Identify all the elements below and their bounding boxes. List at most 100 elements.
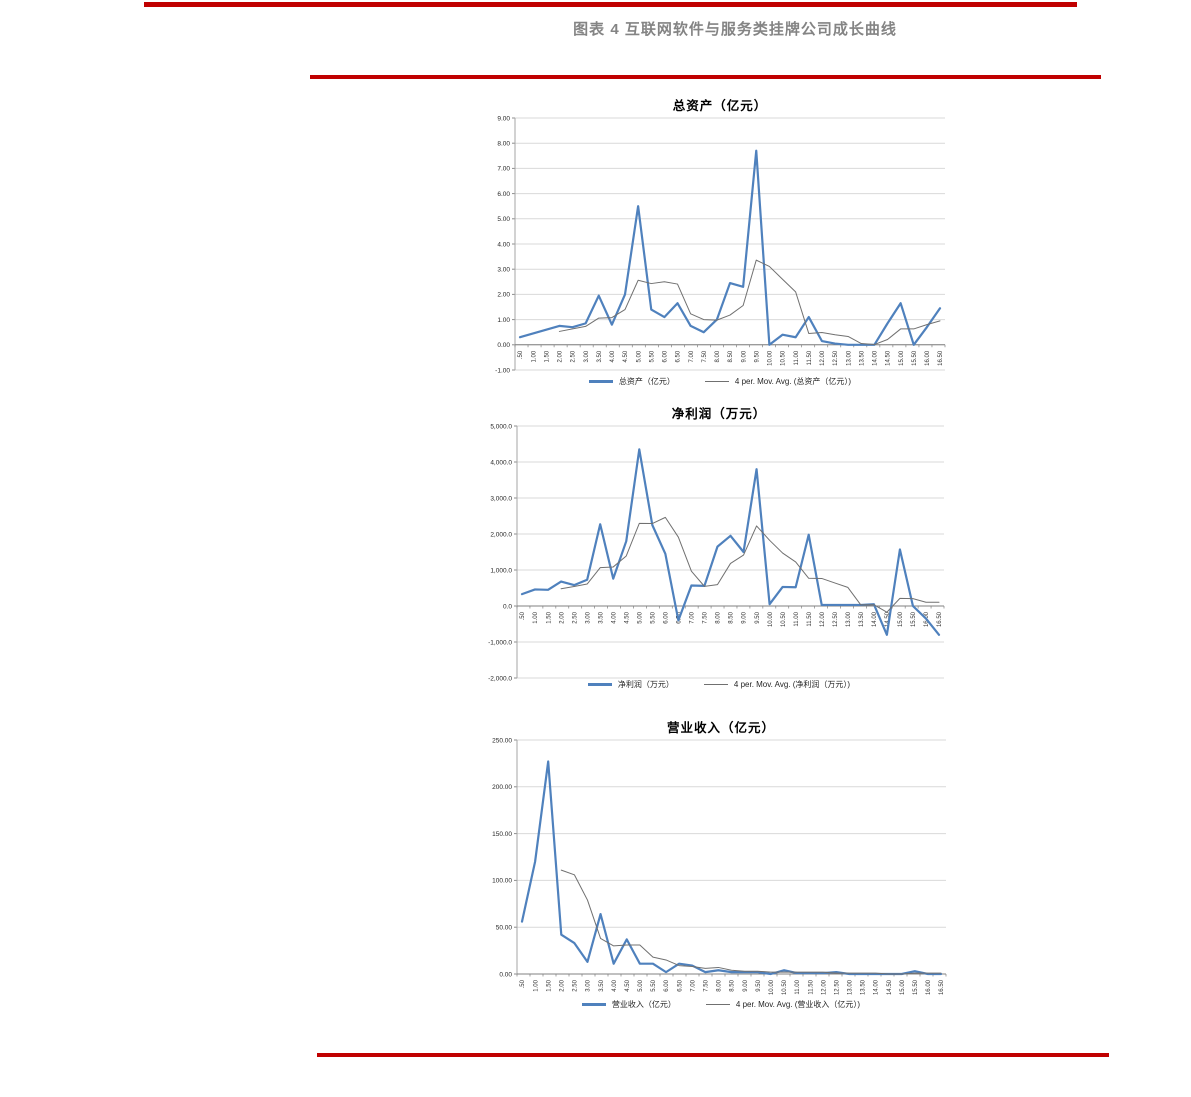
legend-line-sample-gray <box>704 380 729 383</box>
svg-text:-1.00: -1.00 <box>495 367 510 374</box>
svg-text:2.00: 2.00 <box>497 292 510 299</box>
svg-text:100.00: 100.00 <box>492 878 512 885</box>
svg-text:9.00: 9.00 <box>742 611 748 623</box>
svg-text:3,000.0: 3,000.0 <box>490 495 512 502</box>
svg-text:11.50: 11.50 <box>808 979 814 994</box>
svg-text:5.50: 5.50 <box>651 611 657 623</box>
svg-text:16.50: 16.50 <box>938 350 944 366</box>
figure-caption: 图表 4 互联网软件与服务类挂牌公司成长曲线 <box>573 21 897 38</box>
svg-text:16.00: 16.00 <box>925 350 931 366</box>
svg-text:5.00: 5.00 <box>638 979 644 991</box>
svg-text:16.50: 16.50 <box>937 611 943 627</box>
svg-text:14.00: 14.00 <box>874 979 880 995</box>
svg-text:15.50: 15.50 <box>912 350 918 366</box>
svg-text:6.50: 6.50 <box>676 350 682 362</box>
svg-text:4.50: 4.50 <box>623 350 629 362</box>
svg-text:4.00: 4.00 <box>610 350 616 362</box>
svg-text:8.50: 8.50 <box>728 350 734 362</box>
svg-text:12.00: 12.00 <box>820 350 826 366</box>
svg-text:8.00: 8.00 <box>715 350 721 362</box>
svg-text:5.00: 5.00 <box>637 611 643 623</box>
svg-text:5,000.0: 5,000.0 <box>490 423 512 430</box>
legend-label: 4 per. Mov. Avg. (营业收入（亿元）) <box>735 1000 861 1009</box>
chart-net-profit: 5,000.0 4,000.0 3,000.0 2,000.0 1,000.0 0.0 -1… <box>486 398 952 700</box>
svg-text:.50: .50 <box>520 611 526 620</box>
chart-operating-revenue: 250.00 200.00 150.00 100.00 50.00 0.00 .50 1.00… <box>488 712 954 1015</box>
svg-text:-2,000.0: -2,000.0 <box>488 675 512 682</box>
svg-text:13.00: 13.00 <box>846 350 852 366</box>
svg-text:2.00: 2.00 <box>559 611 565 623</box>
svg-text:14.00: 14.00 <box>872 611 878 627</box>
svg-text:8.50: 8.50 <box>730 979 736 991</box>
svg-text:6.00: 6.00 <box>497 191 510 198</box>
bottom-divider-line <box>317 1053 1109 1057</box>
legend-label: 4 per. Mov. Avg. (净利润（万元）) <box>733 680 851 689</box>
chart-legend: 营业收入（亿元） 4 per. Mov. Avg. (营业收入（亿元）) <box>488 999 954 1010</box>
svg-text:2.00: 2.00 <box>559 979 565 991</box>
svg-text:13.00: 13.00 <box>848 979 854 995</box>
svg-text:11.50: 11.50 <box>807 611 813 626</box>
svg-text:7.00: 7.00 <box>497 166 510 173</box>
svg-text:6.00: 6.00 <box>663 350 669 362</box>
svg-text:10.00: 10.00 <box>768 350 774 366</box>
svg-text:9.00: 9.00 <box>741 350 747 362</box>
svg-text:3.50: 3.50 <box>597 350 603 362</box>
svg-text:4.00: 4.00 <box>497 241 510 248</box>
svg-text:10.50: 10.50 <box>782 979 788 995</box>
svg-text:7.50: 7.50 <box>702 350 708 362</box>
svg-text:2.50: 2.50 <box>573 979 579 991</box>
chart-legend: 总资产（亿元） 4 per. Mov. Avg. (总资产（亿元）) <box>487 376 953 387</box>
svg-text:200.00: 200.00 <box>492 784 512 791</box>
svg-text:12.00: 12.00 <box>821 979 827 995</box>
svg-text:10.00: 10.00 <box>768 611 774 627</box>
svg-text:14.50: 14.50 <box>885 611 891 627</box>
svg-text:3.00: 3.00 <box>586 979 592 991</box>
svg-text:2,000.0: 2,000.0 <box>490 531 512 538</box>
chart-title: 总资产（亿元） <box>672 99 768 113</box>
svg-text:7.50: 7.50 <box>704 979 710 991</box>
svg-text:0.00: 0.00 <box>497 342 510 349</box>
svg-text:4,000.0: 4,000.0 <box>490 459 512 466</box>
chart-operating-revenue-plot: 250.00 200.00 150.00 100.00 50.00 0.00 .50 1.00… <box>492 737 947 995</box>
legend-line-sample-gray <box>705 1003 730 1006</box>
svg-text:1.00: 1.00 <box>497 317 510 324</box>
svg-text:1.00: 1.00 <box>531 350 537 362</box>
svg-text:50.00: 50.00 <box>496 925 513 932</box>
svg-text:1.50: 1.50 <box>546 611 552 623</box>
svg-text:5.00: 5.00 <box>497 216 510 223</box>
svg-text:9.50: 9.50 <box>756 979 762 991</box>
legend-label: 总资产（亿元） <box>618 377 675 386</box>
svg-text:1.50: 1.50 <box>546 979 552 991</box>
chart-title: 净利润（万元） <box>671 407 767 421</box>
svg-text:4.50: 4.50 <box>625 979 631 991</box>
legend-label: 净利润（万元） <box>617 680 674 689</box>
svg-text:2.50: 2.50 <box>571 350 577 362</box>
svg-text:11.00: 11.00 <box>794 350 800 365</box>
svg-text:14.00: 14.00 <box>873 350 879 366</box>
svg-text:6.00: 6.00 <box>664 979 670 991</box>
svg-text:9.50: 9.50 <box>754 350 760 362</box>
svg-text:8.50: 8.50 <box>729 611 735 623</box>
svg-text:12.50: 12.50 <box>833 611 839 627</box>
svg-text:2.00: 2.00 <box>558 350 564 362</box>
svg-text:15.00: 15.00 <box>898 611 904 627</box>
legend-line-sample-gray <box>703 683 728 686</box>
svg-text:5.50: 5.50 <box>651 979 657 991</box>
svg-text:.50: .50 <box>520 979 526 988</box>
legend-label: 营业收入（亿元） <box>611 1000 676 1009</box>
chart-title: 营业收入（亿元） <box>666 721 775 735</box>
svg-text:3.50: 3.50 <box>598 611 604 623</box>
caption-divider-line <box>310 75 1101 79</box>
svg-text:2.50: 2.50 <box>572 611 578 623</box>
svg-text:14.50: 14.50 <box>887 979 893 995</box>
svg-text:9.00: 9.00 <box>497 115 510 122</box>
svg-text:-1,000.0: -1,000.0 <box>488 639 512 646</box>
svg-text:14.50: 14.50 <box>886 350 892 366</box>
svg-text:10.50: 10.50 <box>781 350 787 366</box>
svg-text:13.50: 13.50 <box>859 350 865 366</box>
svg-text:1.00: 1.00 <box>533 979 539 991</box>
svg-text:1.50: 1.50 <box>544 350 550 362</box>
svg-text:9.00: 9.00 <box>743 979 749 991</box>
svg-text:15.50: 15.50 <box>913 979 919 995</box>
legend-label: 4 per. Mov. Avg. (总资产（亿元）) <box>734 377 852 386</box>
